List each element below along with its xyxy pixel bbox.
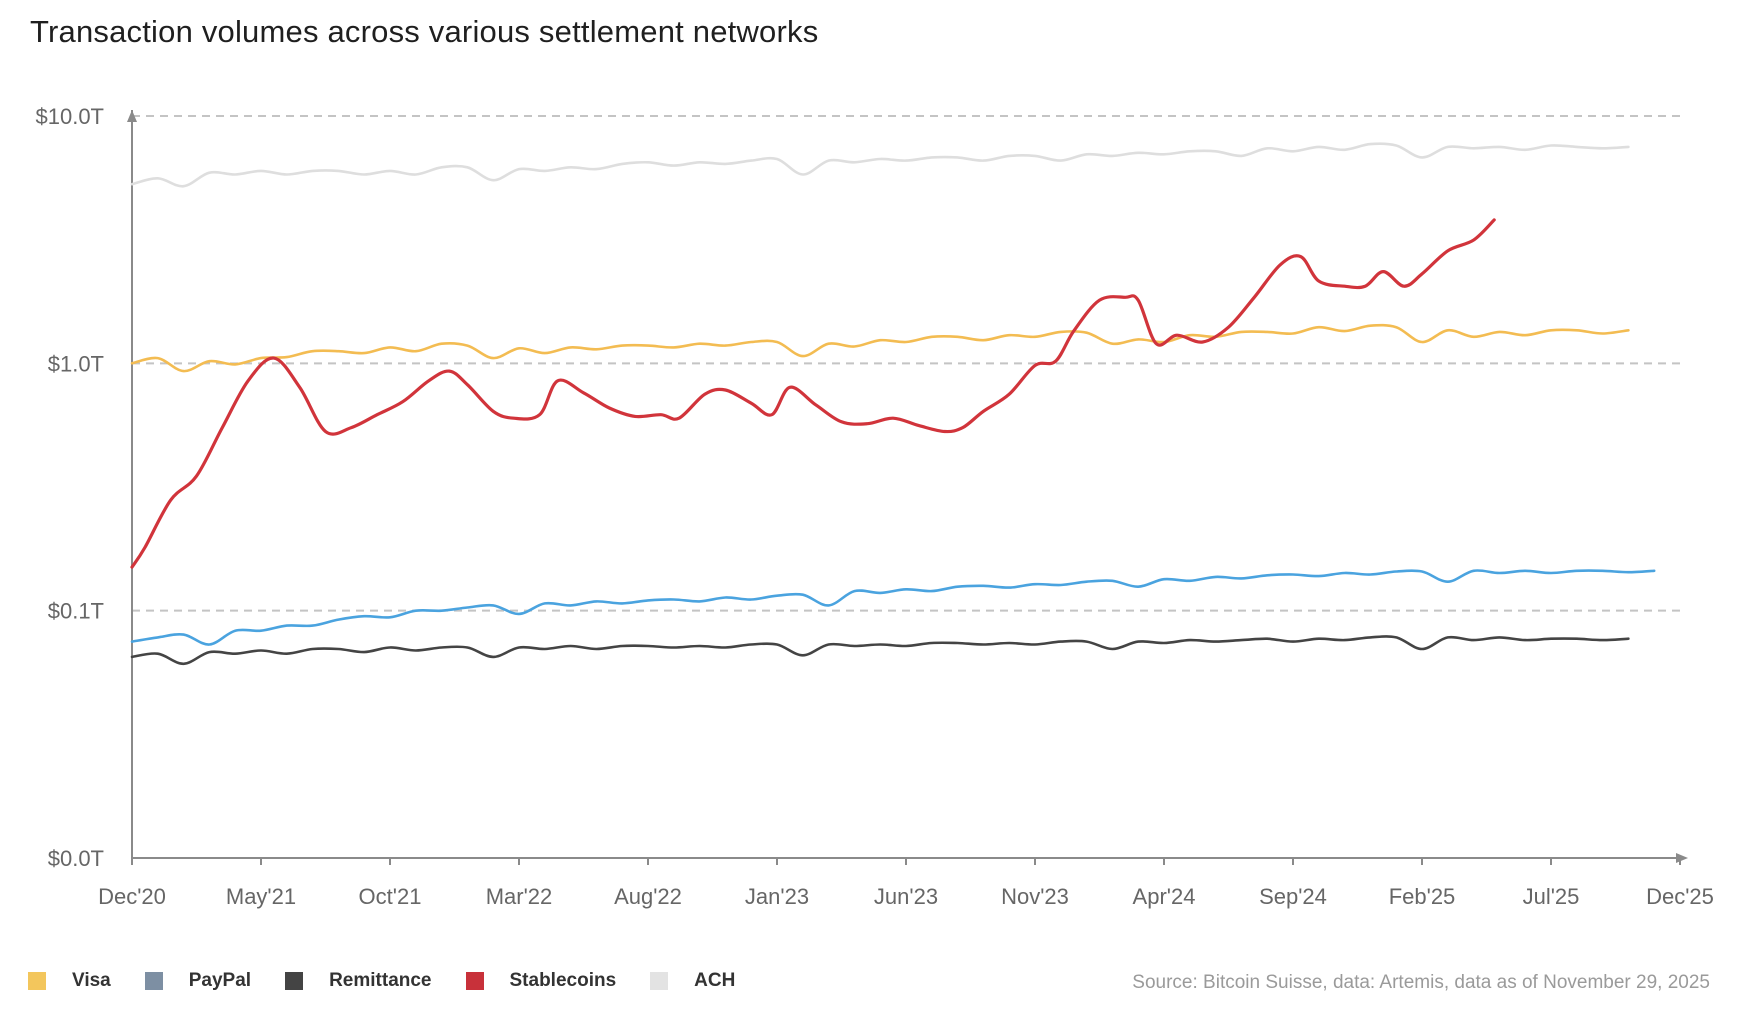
legend-label-ach: ACH (694, 970, 736, 991)
y-tick-label: $0.1T (48, 599, 104, 624)
source-note: Source: Bitcoin Suisse, data: Artemis, d… (1132, 972, 1710, 993)
legend: Visa PayPal Remittance Stablecoins ACH (28, 970, 769, 992)
legend-label-paypal: PayPal (188, 970, 252, 991)
x-tick-label: Jul'25 (1523, 884, 1580, 909)
x-tick-label: May'21 (226, 884, 296, 909)
legend-item-remittance: Remittance (285, 970, 432, 992)
tick-labels: $10.0T $1.0T $0.1T $0.0T Dec'20 May'21 Oct'21 M… (36, 104, 1714, 909)
series-line-stablecoins (130, 218, 1496, 569)
x-tick-label: Aug'22 (614, 884, 682, 909)
x-tick-label: Mar'22 (486, 884, 553, 909)
axes (127, 110, 1688, 865)
series-line-paypal (130, 569, 1656, 646)
legend-swatch-remittance (285, 972, 304, 990)
legend-swatch-paypal (144, 972, 163, 990)
legend-swatch-stablecoins (465, 972, 484, 990)
y-tick-label: $10.0T (36, 104, 105, 129)
x-tick-label: Dec'20 (98, 884, 166, 909)
x-tick-label: Apr'24 (1133, 884, 1196, 909)
x-tick-label: Sep'24 (1259, 884, 1327, 909)
y-tick-label: $0.0T (48, 846, 104, 871)
legend-item-paypal: PayPal (144, 970, 252, 992)
legend-label-visa: Visa (72, 970, 111, 991)
legend-label-stablecoins: Stablecoins (509, 970, 617, 991)
x-axis-arrow (1676, 853, 1688, 863)
y-axis-arrow (127, 110, 137, 122)
series-line-ach (130, 142, 1630, 188)
x-tick-label: Feb'25 (1389, 884, 1456, 909)
legend-swatch-visa (28, 972, 46, 990)
legend-item-stablecoins: Stablecoins (465, 970, 617, 992)
series-line-visa (130, 323, 1630, 373)
x-tick-label: Jan'23 (745, 884, 809, 909)
legend-item-visa: Visa (28, 970, 111, 992)
legend-item-ach: ACH (650, 970, 735, 992)
chart-title: Transaction volumes across various settl… (30, 14, 819, 49)
x-tick-label: Dec'25 (1646, 884, 1714, 909)
x-tick-label: Jun'23 (874, 884, 938, 909)
gridlines (132, 115, 1680, 612)
legend-swatch-ach (650, 972, 669, 990)
x-tick-label: Nov'23 (1001, 884, 1069, 909)
y-tick-label: $1.0T (48, 351, 104, 376)
series-line-remittance (130, 635, 1630, 666)
series-lines (130, 142, 1656, 666)
x-tick-label: Oct'21 (359, 884, 422, 909)
legend-label-remittance: Remittance (329, 970, 432, 991)
